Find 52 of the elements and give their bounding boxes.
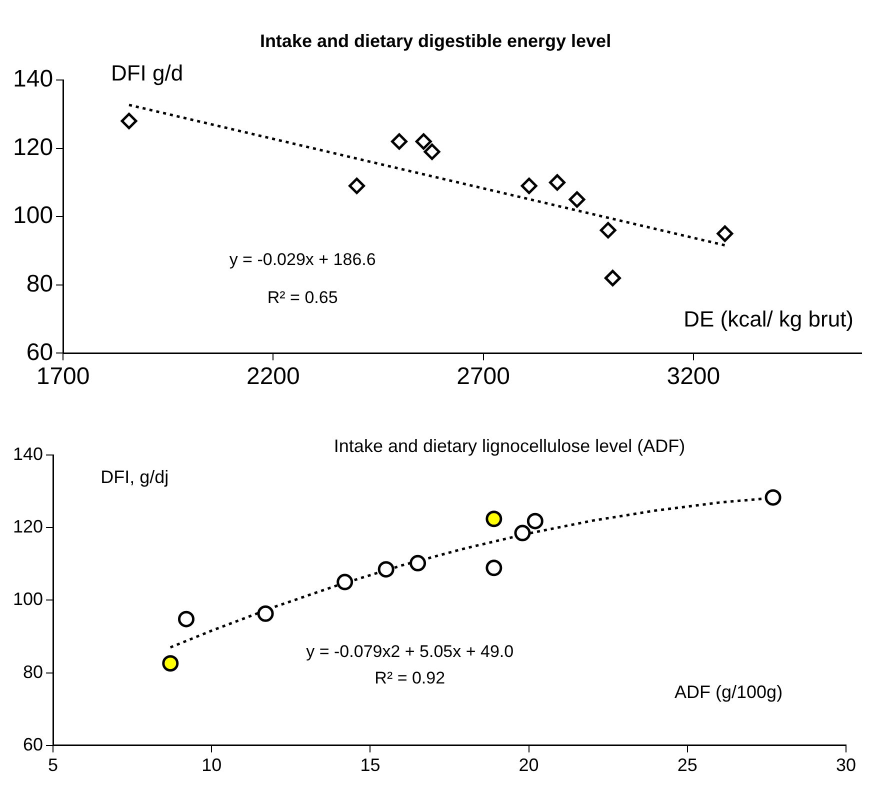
x-tick-label: 3200 xyxy=(666,363,720,390)
y-tick-label: 100 xyxy=(12,202,54,230)
point xyxy=(548,174,566,191)
point xyxy=(600,222,616,239)
point xyxy=(162,655,179,672)
point xyxy=(410,554,426,572)
y-tick-label: 120 xyxy=(12,516,44,537)
point xyxy=(486,560,502,576)
annotation: R² = 0.65 xyxy=(267,288,338,308)
point xyxy=(336,574,354,590)
point xyxy=(178,610,194,628)
y-axis-title: DFI g/d xyxy=(110,60,184,86)
chart-title: Intake and dietary digestible energy level xyxy=(260,30,612,51)
point xyxy=(378,561,394,578)
y-tick-label: 60 xyxy=(26,338,54,366)
point xyxy=(604,270,621,286)
y-tick-label: 100 xyxy=(12,589,44,610)
point xyxy=(764,489,782,506)
point xyxy=(415,133,432,150)
x-tick-label: 5 xyxy=(48,755,58,776)
point xyxy=(424,143,440,160)
point xyxy=(520,178,538,194)
point xyxy=(568,191,586,208)
point xyxy=(120,112,138,130)
point xyxy=(257,605,274,622)
x-tick-label: 25 xyxy=(677,755,698,776)
annotation: R² = 0.92 xyxy=(374,668,446,688)
point xyxy=(716,225,734,242)
x-tick-label: 10 xyxy=(202,755,222,776)
x-axis-title: ADF (g/100g) xyxy=(674,682,783,702)
point xyxy=(390,133,408,150)
x-tick-label: 2200 xyxy=(246,363,300,390)
x-tick-label: 2700 xyxy=(456,363,510,390)
y-tick-label: 60 xyxy=(23,734,44,754)
x-tick-label: 1700 xyxy=(36,363,90,390)
point xyxy=(348,178,366,194)
x-tick-label: 15 xyxy=(360,755,380,776)
point xyxy=(486,510,502,528)
point xyxy=(514,524,531,542)
y-tick-label: 140 xyxy=(12,444,44,464)
x-tick-label: 20 xyxy=(518,755,539,776)
annotation: y = -0.029x + 186.6 xyxy=(229,250,376,269)
y-axis-title: DFI, g/dj xyxy=(100,467,169,488)
x-axis-title: DE (kcal/ kg brut) xyxy=(684,306,854,332)
x-tick-label: 30 xyxy=(836,755,856,776)
y-tick-label: 80 xyxy=(26,270,54,298)
y-tick-label: 140 xyxy=(12,66,54,93)
point xyxy=(526,512,544,530)
chart-title: Intake and dietary lignocellulose level (ADF) xyxy=(334,436,686,456)
y-tick-label: 120 xyxy=(12,134,54,161)
y-tick-label: 80 xyxy=(23,662,44,682)
annotation: y = -0.079x2 + 5.05x + 49.0 xyxy=(306,642,514,662)
